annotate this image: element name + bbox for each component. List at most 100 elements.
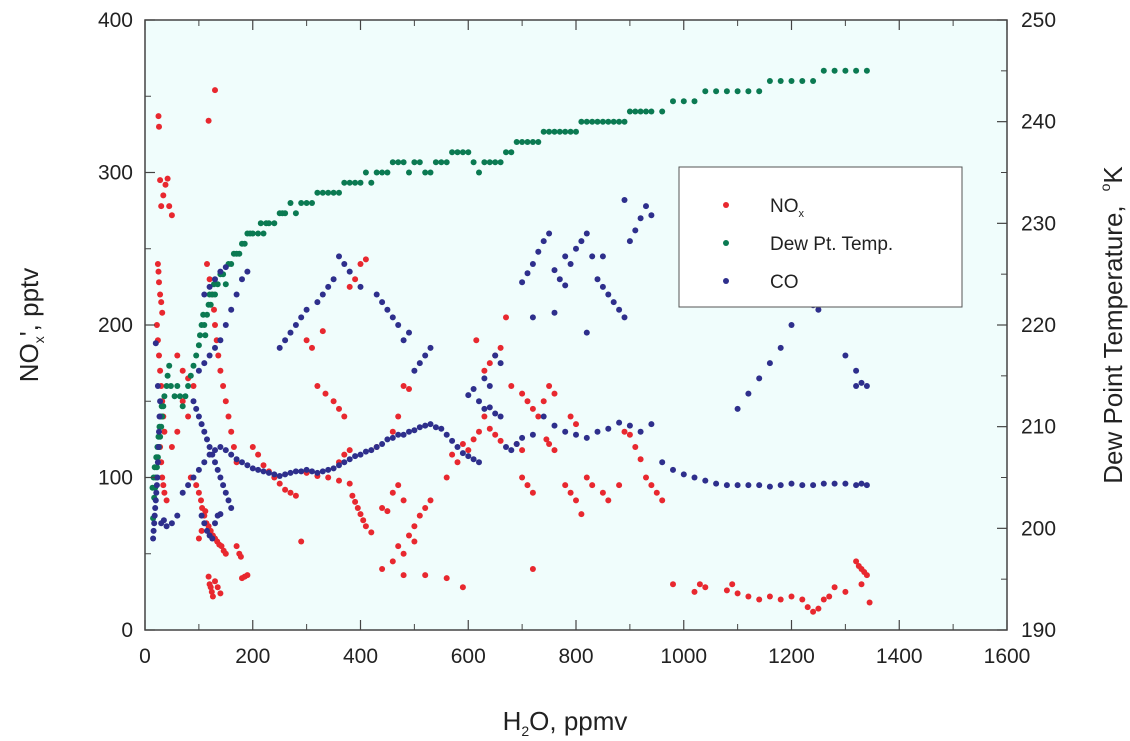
point-co-23 <box>190 474 197 481</box>
point-co-67 <box>427 421 434 428</box>
point-nox-139 <box>400 572 407 579</box>
point-nox-116 <box>357 511 364 518</box>
point-nox-187 <box>589 482 596 489</box>
point-dew-pt-temp--104 <box>519 139 526 145</box>
point-dew-pt-temp--87 <box>427 169 434 176</box>
point-co-120 <box>863 482 870 489</box>
point-co-134 <box>745 390 752 397</box>
point-co-197 <box>616 306 623 313</box>
point-co-144 <box>212 344 218 351</box>
point-co-47 <box>319 468 326 475</box>
point-nox-109 <box>346 283 353 290</box>
point-co-109 <box>756 482 763 489</box>
point-dew-pt-temp--157 <box>158 403 165 410</box>
y2-tick-label: 250 <box>1021 9 1056 32</box>
point-nox-215 <box>815 605 822 612</box>
point-co-75 <box>470 456 477 463</box>
point-dew-pt-temp--85 <box>416 159 423 166</box>
point-nox-219 <box>853 558 860 565</box>
point-co-119 <box>858 480 865 487</box>
y2-tick-label: 230 <box>1021 212 1056 235</box>
point-nox-127 <box>395 482 402 489</box>
point-nox-189 <box>605 497 612 504</box>
point-nox-102 <box>309 344 315 351</box>
point-nox-186 <box>583 474 590 481</box>
point-dew-pt-temp--16 <box>171 393 178 400</box>
point-co-1 <box>150 527 157 534</box>
point-co-108 <box>745 482 752 489</box>
point-nox-210 <box>777 596 784 603</box>
point-dew-pt-temp--145 <box>831 67 838 74</box>
point-dew-pt-temp--129 <box>659 108 666 115</box>
point-nox-150 <box>459 441 466 447</box>
point-dew-pt-temp--30 <box>202 332 209 339</box>
point-nox-145 <box>389 428 396 435</box>
point-nox-128 <box>400 497 407 504</box>
point-co-198 <box>621 314 628 321</box>
point-dew-pt-temp--38 <box>214 281 221 288</box>
point-dew-pt-temp--101 <box>503 149 509 156</box>
point-nox-30 <box>163 497 170 504</box>
point-co-85 <box>508 447 515 454</box>
point-co-199 <box>626 238 633 245</box>
point-co-214 <box>411 367 418 374</box>
point-nox-52 <box>218 543 225 550</box>
point-co-145 <box>217 337 224 344</box>
point-dew-pt-temp--67 <box>319 189 326 196</box>
x-tick-label: 800 <box>558 645 593 668</box>
point-nox-122 <box>346 447 353 454</box>
point-co-65 <box>416 424 423 431</box>
point-co-227 <box>341 261 348 267</box>
point-dew-pt-temp--25 <box>195 342 202 349</box>
point-nox-148 <box>449 451 456 458</box>
point-dew-pt-temp--82 <box>400 159 407 166</box>
point-co-46 <box>314 469 321 476</box>
point-nox-183 <box>578 511 585 518</box>
point-nox-113 <box>349 492 356 499</box>
point-nox-10 <box>212 87 218 94</box>
point-nox-42 <box>198 497 204 504</box>
point-co-130 <box>788 322 795 328</box>
point-co-141 <box>195 367 202 374</box>
point-nox-151 <box>465 447 472 454</box>
point-co-45 <box>309 468 315 475</box>
point-dew-pt-temp--18 <box>177 393 183 400</box>
point-dew-pt-temp--92 <box>454 149 461 156</box>
point-co-159 <box>198 421 205 428</box>
point-nox-205 <box>729 581 736 588</box>
data-points <box>149 67 873 615</box>
point-co-101 <box>670 466 676 473</box>
point-dew-pt-temp--74 <box>357 179 364 186</box>
point-co-180 <box>524 270 531 277</box>
point-co-168 <box>222 489 229 496</box>
point-co-213 <box>481 375 488 382</box>
x-tick-label: 1200 <box>768 645 815 668</box>
point-dew-pt-temp--37 <box>212 291 218 298</box>
point-nox-209 <box>766 593 773 600</box>
point-nox-174 <box>551 447 558 454</box>
point-dew-pt-temp--138 <box>756 88 763 95</box>
point-co-49 <box>330 465 337 472</box>
point-co-88 <box>529 431 536 438</box>
point-nox-1 <box>156 123 162 130</box>
point-nox-152 <box>470 436 477 443</box>
point-nox-129 <box>406 532 412 539</box>
point-nox-158 <box>473 337 480 344</box>
point-dew-pt-temp--125 <box>632 108 639 115</box>
point-co-0 <box>150 535 157 542</box>
point-co-126 <box>815 306 822 313</box>
point-nox-197 <box>648 482 655 489</box>
x-tick-label: 0 <box>139 645 151 668</box>
point-co-12 <box>156 413 163 420</box>
point-dew-pt-temp--144 <box>820 67 827 74</box>
point-co-117 <box>842 480 849 487</box>
point-nox-200 <box>670 581 676 588</box>
point-nox-110 <box>352 276 359 283</box>
point-dew-pt-temp--11 <box>161 393 168 400</box>
point-dew-pt-temp--139 <box>766 78 773 84</box>
point-dew-pt-temp--102 <box>508 149 515 156</box>
point-nox-118 <box>362 523 369 530</box>
point-dew-pt-temp--14 <box>166 362 173 369</box>
point-dew-pt-temp--151 <box>151 464 158 471</box>
point-co-76 <box>476 459 482 466</box>
